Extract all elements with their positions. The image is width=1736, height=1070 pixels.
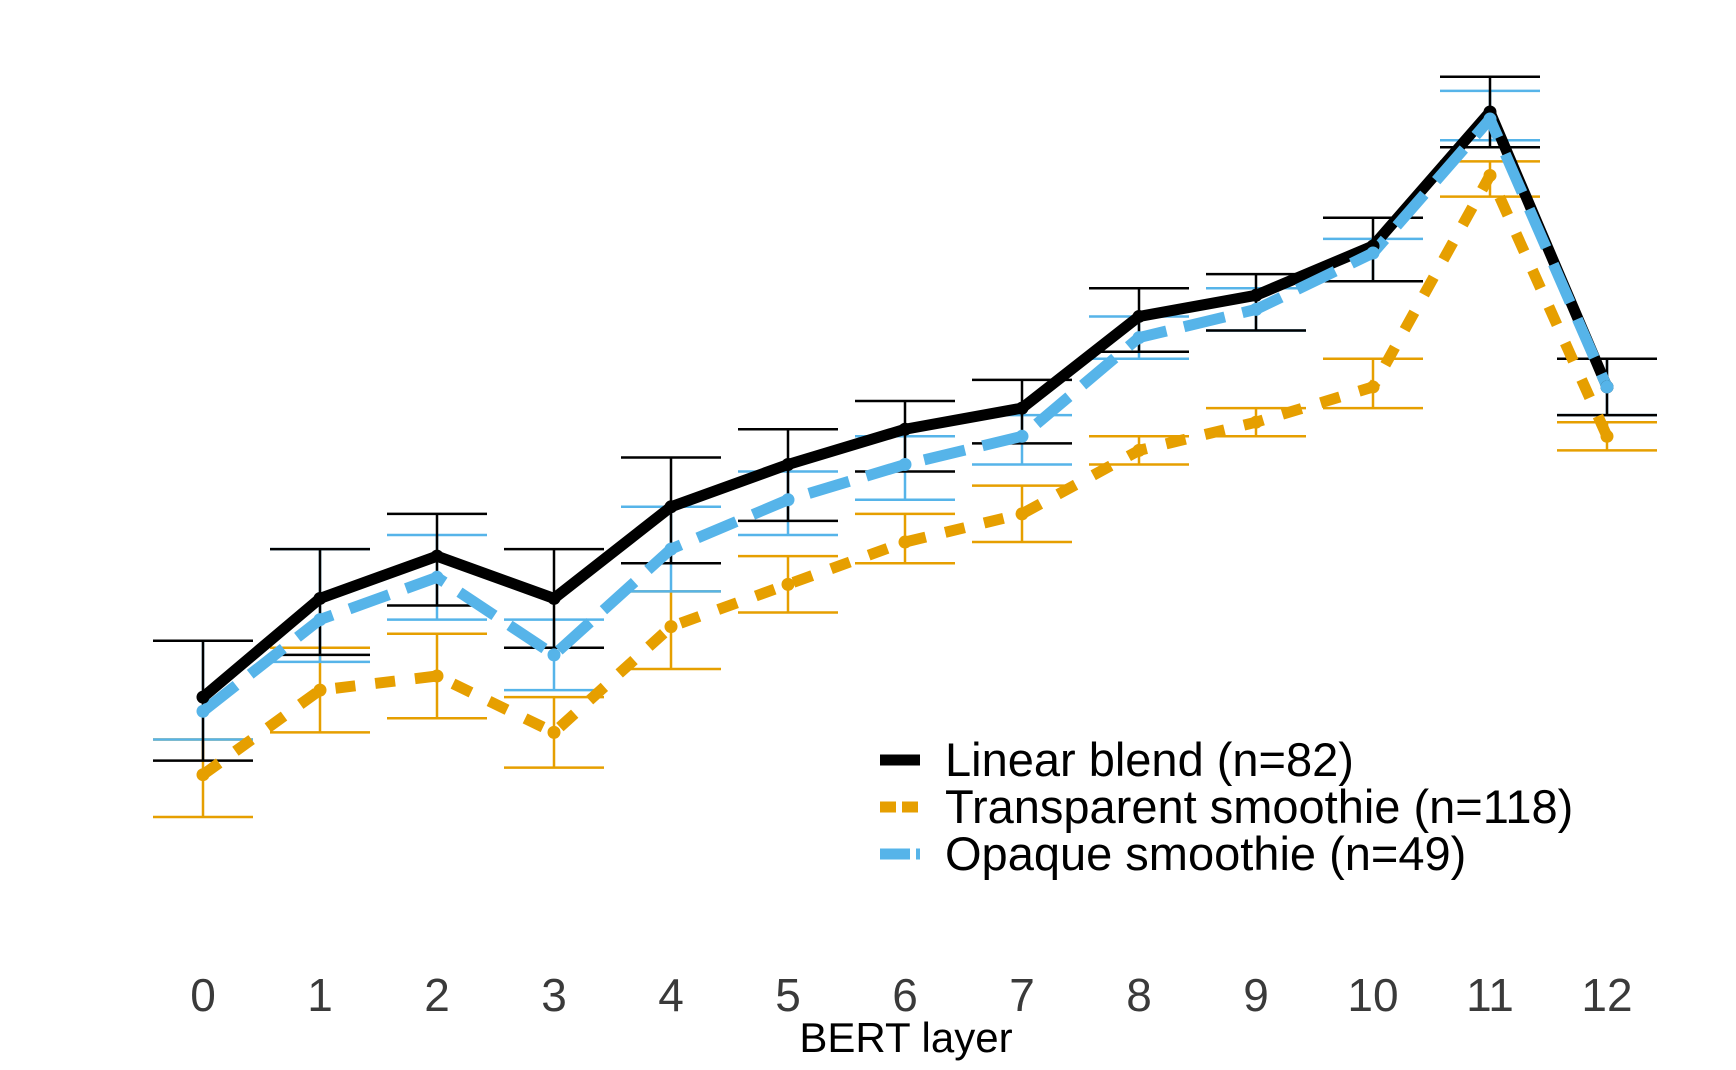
- data-point: [898, 458, 912, 471]
- data-point: [313, 613, 327, 627]
- data-point: [430, 549, 444, 563]
- x-tick-label: 12: [1581, 969, 1632, 1021]
- data-point: [898, 422, 912, 436]
- x-tick-label: 7: [1009, 969, 1035, 1021]
- series-points: [196, 105, 1614, 782]
- data-point: [547, 648, 561, 662]
- x-axis-title: BERT layer: [799, 1014, 1012, 1061]
- data-point: [196, 704, 210, 718]
- data-point: [781, 458, 795, 471]
- data-point: [1366, 246, 1380, 260]
- legend: Linear blend (n=82)Transparent smoothie …: [880, 733, 1573, 880]
- data-point: [1249, 415, 1263, 429]
- data-point: [430, 669, 444, 683]
- data-point: [664, 500, 678, 514]
- data-point: [1600, 380, 1614, 394]
- data-point: [547, 725, 561, 739]
- data-point: [1132, 443, 1146, 457]
- legend-entry: Transparent smoothie (n=118): [880, 780, 1573, 833]
- legend-label: Transparent smoothie (n=118): [945, 780, 1573, 833]
- legend-entry: Linear blend (n=82): [880, 733, 1354, 786]
- data-point: [1015, 401, 1029, 415]
- data-point: [196, 690, 210, 704]
- data-point: [898, 535, 912, 549]
- data-point: [1600, 429, 1614, 443]
- x-tick-label: 3: [541, 969, 567, 1021]
- error-bars: [153, 75, 1657, 819]
- x-tick-label: 5: [775, 969, 801, 1021]
- data-point: [547, 591, 561, 605]
- data-point: [664, 620, 678, 634]
- legend-label: Linear blend (n=82): [945, 733, 1354, 786]
- error-bar: [1206, 272, 1306, 332]
- data-point: [1249, 288, 1263, 302]
- data-point: [1015, 507, 1029, 521]
- data-point: [1249, 302, 1263, 316]
- data-point: [196, 768, 210, 782]
- data-point: [430, 570, 444, 584]
- x-tick-label: 1: [307, 969, 333, 1021]
- data-point: [1132, 331, 1146, 345]
- x-tick-label: 10: [1347, 969, 1398, 1021]
- data-point: [1483, 168, 1497, 182]
- x-tick-label: 8: [1126, 969, 1152, 1021]
- legend-entry: Opaque smoothie (n=49): [880, 827, 1466, 880]
- data-point: [1015, 429, 1029, 443]
- x-tick-label: 4: [658, 969, 684, 1021]
- x-tick-label: 2: [424, 969, 450, 1021]
- data-point: [1366, 380, 1380, 394]
- x-tick-label: 6: [892, 969, 918, 1021]
- x-tick-label: 0: [190, 969, 216, 1021]
- data-point: [781, 577, 795, 591]
- data-point: [313, 683, 327, 697]
- legend-label: Opaque smoothie (n=49): [945, 827, 1466, 880]
- data-point: [1483, 112, 1497, 126]
- x-tick-label: 9: [1243, 969, 1269, 1021]
- x-tick-label: 11: [1466, 969, 1514, 1021]
- x-axis-ticks: 0 1 2 3 4 5 6 7 8 9 10 11 12: [190, 969, 1632, 1021]
- data-point: [1132, 309, 1146, 323]
- data-point: [664, 542, 678, 556]
- data-point: [781, 493, 795, 507]
- data-point: [313, 591, 327, 605]
